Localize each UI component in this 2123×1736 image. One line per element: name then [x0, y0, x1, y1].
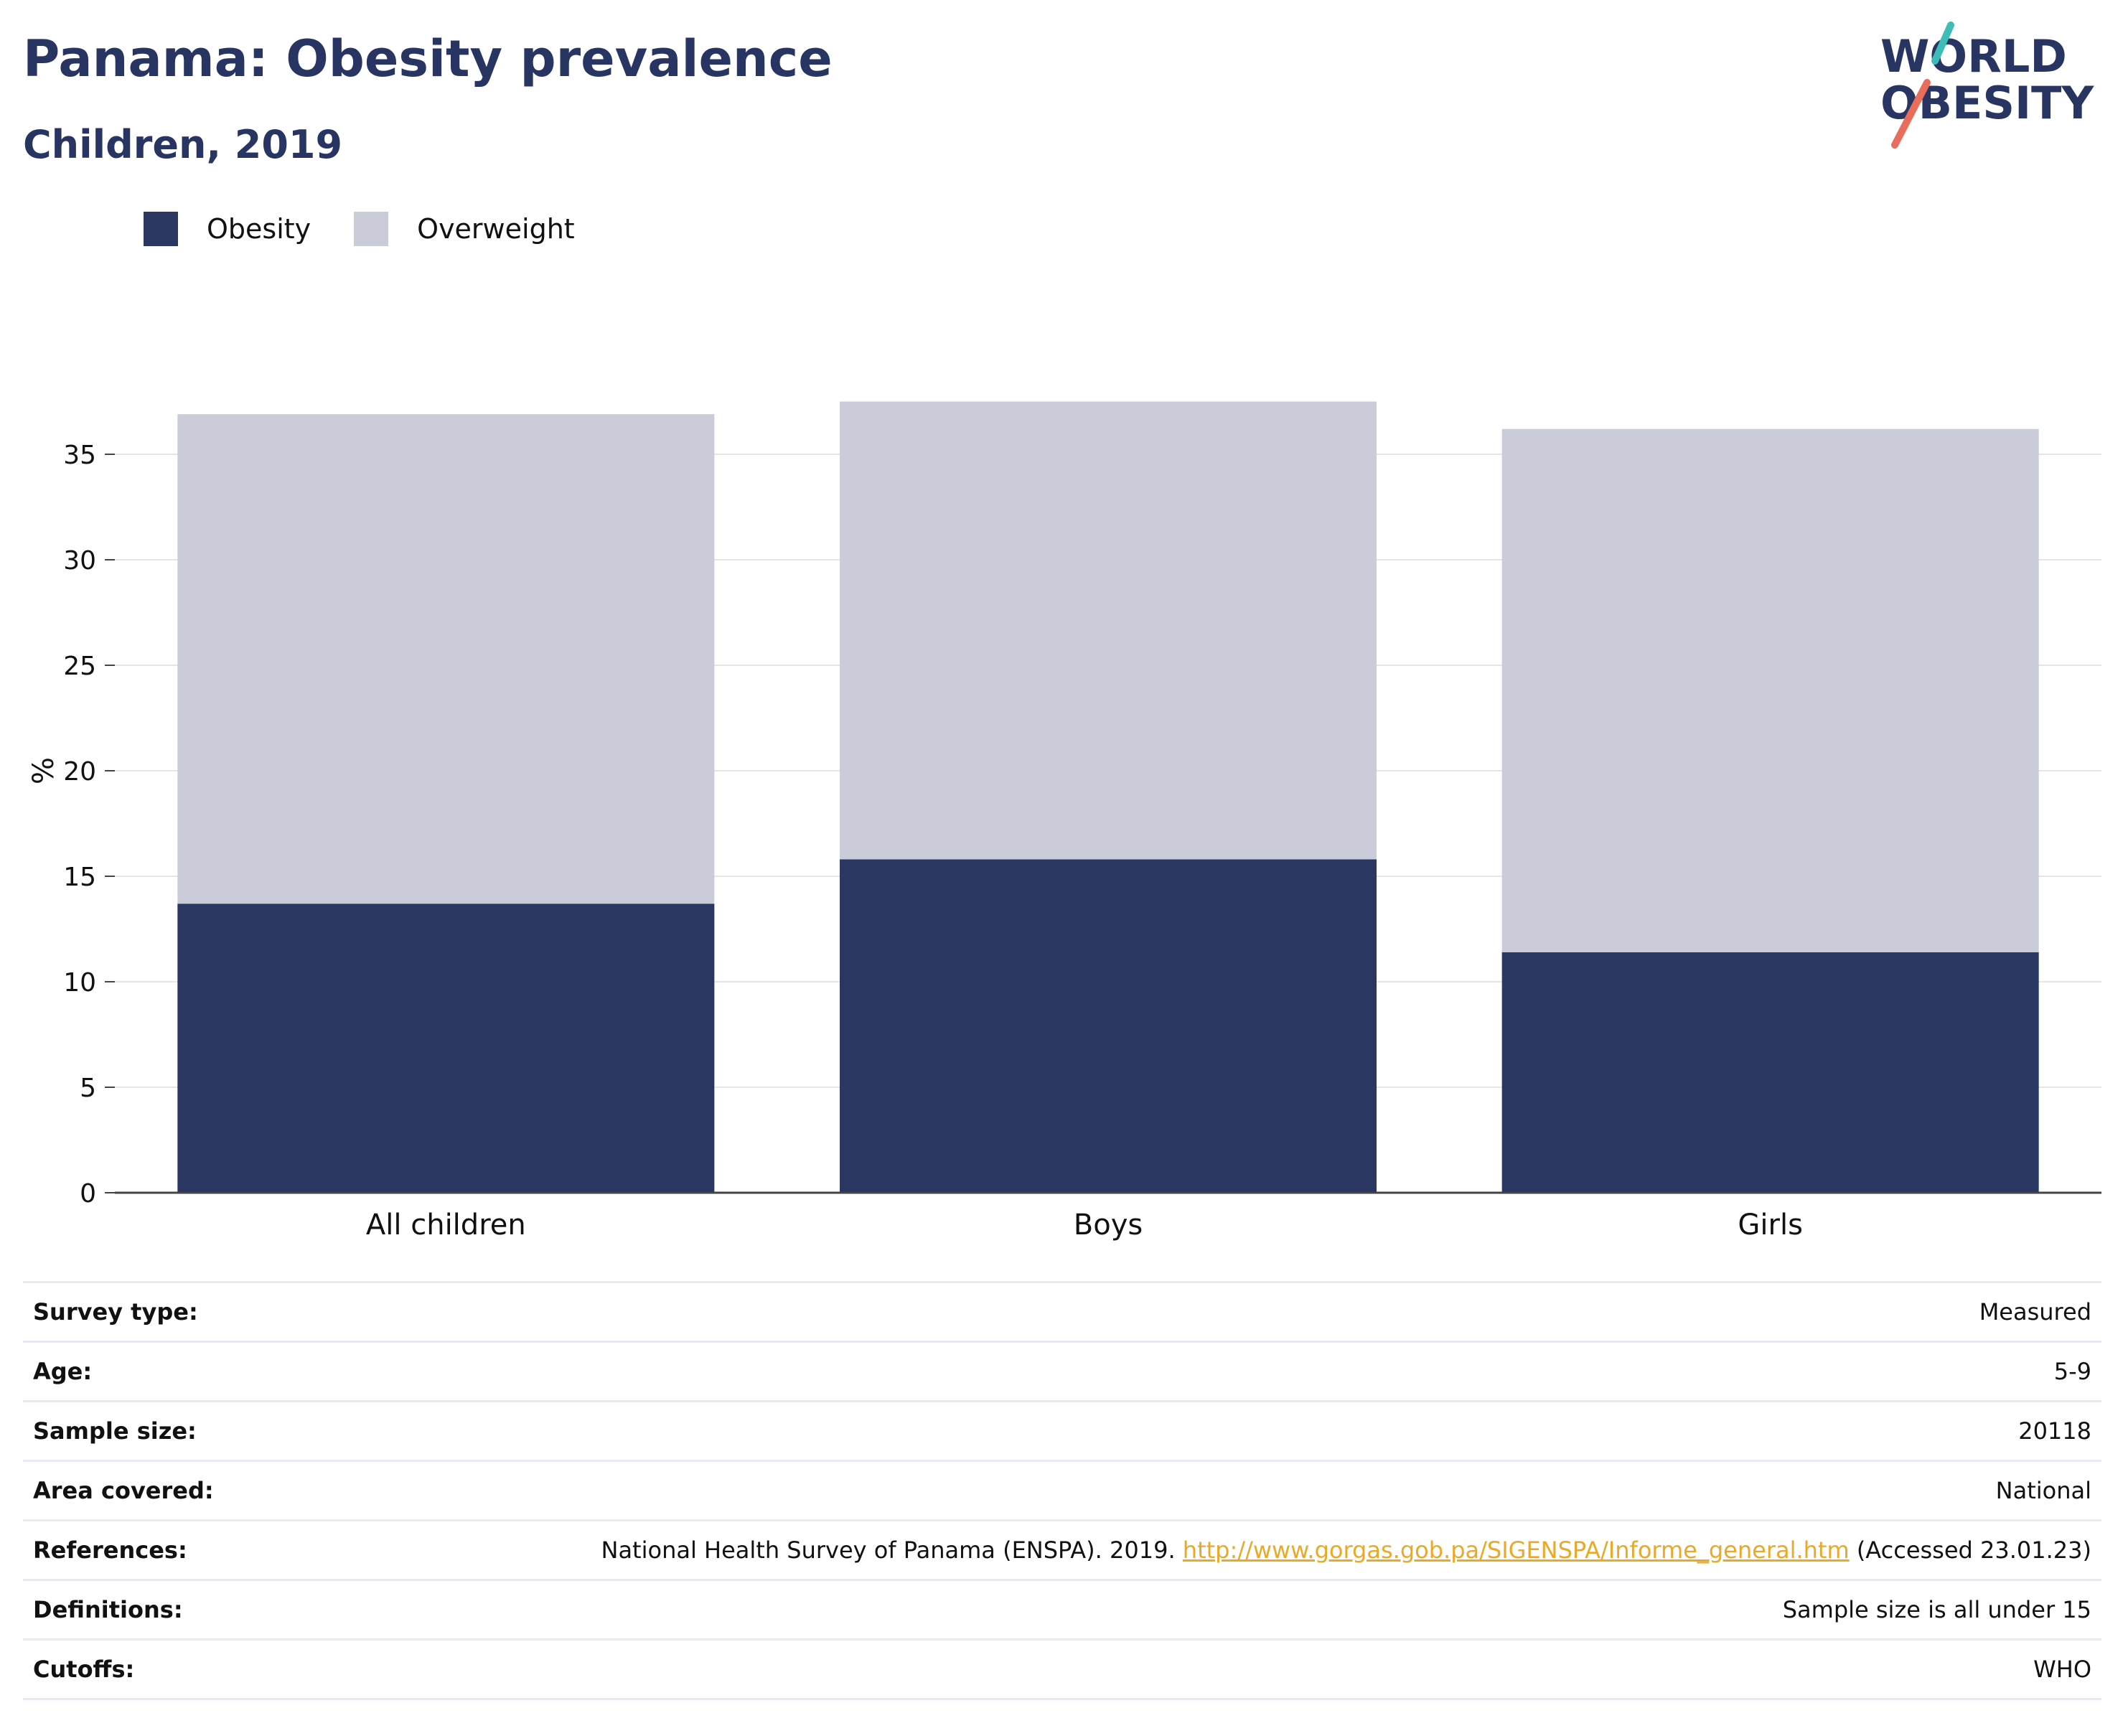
- x-tick-label-2: Girls: [1738, 1209, 1803, 1242]
- logo-slash-coral: [1891, 79, 1931, 149]
- y-tick-label-30: 30: [63, 546, 96, 576]
- legend-item-obesity[interactable]: Obesity: [144, 212, 311, 246]
- info-value: WHO: [2033, 1656, 2091, 1683]
- info-label: Definitions:: [33, 1596, 183, 1623]
- x-tick-label-0: All children: [366, 1209, 526, 1242]
- bar-obesity-all-children: [177, 904, 715, 1193]
- info-label: Cutoffs:: [33, 1656, 135, 1683]
- info-row: Sample size: 20118: [23, 1401, 2101, 1461]
- legend-label-overweight: Overweight: [417, 213, 575, 245]
- info-row: Age: 5-9: [23, 1341, 2101, 1402]
- info-row: Definitions: Sample size is all under 15: [23, 1580, 2101, 1640]
- logo-slash-teal: [1931, 22, 1954, 65]
- y-tick-label-5: 5: [80, 1074, 96, 1103]
- bar-obesity-boys: [840, 859, 1377, 1193]
- bar-overweight-boys: [840, 401, 1377, 860]
- logo-line1: WORLD: [1880, 30, 2067, 83]
- x-tick-label-1: Boys: [1074, 1209, 1143, 1242]
- info-label: Area covered:: [33, 1477, 214, 1504]
- info-value: 5-9: [2053, 1358, 2091, 1385]
- y-tick-label-25: 25: [63, 652, 96, 681]
- info-value: National Health Survey of Panama (ENSPA)…: [267, 1521, 2101, 1580]
- y-tick-label-20: 20: [63, 757, 96, 787]
- legend-item-overweight[interactable]: Overweight: [354, 212, 575, 246]
- chart-legend: Obesity Overweight: [144, 212, 618, 246]
- y-tick-label-15: 15: [63, 863, 96, 892]
- bar-overweight-girls: [1501, 428, 2039, 952]
- info-row: Survey type: Measured: [23, 1282, 2101, 1342]
- info-row: Area covered: National: [23, 1460, 2101, 1521]
- survey-info-table: Survey type: Measured Age: 5-9 Sample size: 2…: [23, 1281, 2101, 1700]
- info-label: Survey type:: [33, 1298, 198, 1326]
- reference-text: National Health Survey of Panama (ENSPA)…: [601, 1536, 1183, 1564]
- bar-chart: 0 5 10 15 20 25 30 35% All children Boys Girls: [27, 401, 2101, 1242]
- chart-title: Panama: Obesity prevalence: [23, 29, 833, 88]
- info-value: Measured: [1979, 1298, 2091, 1326]
- info-label: Age:: [33, 1358, 93, 1385]
- bar-overweight-all-children: [177, 414, 715, 904]
- info-value: Sample size is all under 15: [1782, 1596, 2091, 1623]
- info-value: National: [1995, 1477, 2091, 1504]
- info-row: References: National Health Survey of Pan…: [23, 1520, 2101, 1580]
- y-axis-label: %: [27, 757, 60, 784]
- info-row: Cutoffs: WHO: [23, 1639, 2101, 1699]
- y-tick-label-0: 0: [80, 1179, 96, 1209]
- chart-subtitle: Children, 2019: [23, 122, 343, 167]
- legend-swatch-overweight: [354, 212, 389, 246]
- legend-swatch-obesity: [144, 212, 178, 246]
- y-tick-label-10: 10: [63, 968, 96, 998]
- info-value: 20118: [2018, 1417, 2091, 1445]
- bar-obesity-girls: [1501, 952, 2039, 1193]
- reference-accessed: (Accessed 23.01.23): [1849, 1536, 2091, 1564]
- y-tick-label-35: 35: [63, 441, 96, 470]
- world-obesity-logo: WORLD OBESITY: [1880, 22, 2094, 149]
- info-label: References:: [33, 1536, 187, 1564]
- legend-label-obesity: Obesity: [207, 213, 311, 245]
- info-label: Sample size:: [33, 1417, 197, 1445]
- reference-link[interactable]: http://www.gorgas.gob.pa/SIGENSPA/Inform…: [1182, 1536, 1850, 1564]
